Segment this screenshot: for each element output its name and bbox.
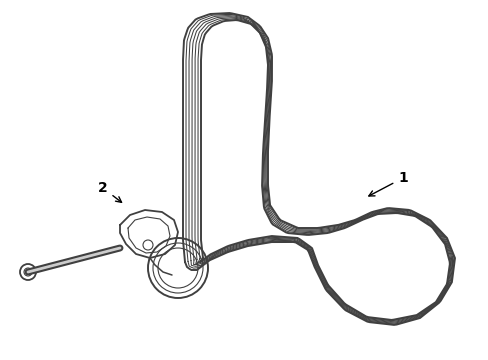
- Text: 2: 2: [98, 181, 122, 202]
- Text: 1: 1: [368, 171, 407, 196]
